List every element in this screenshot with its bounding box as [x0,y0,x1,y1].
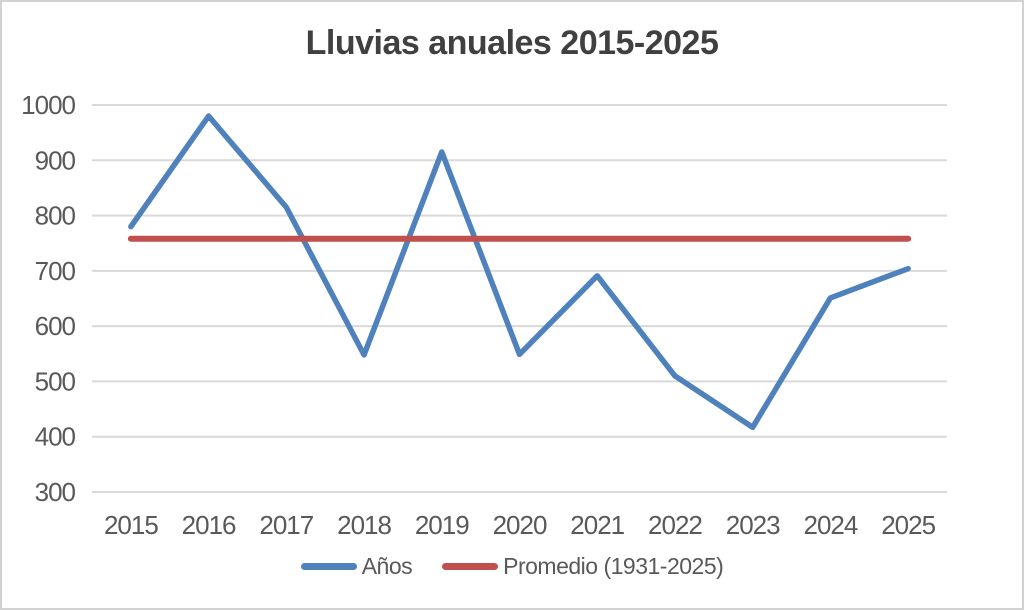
x-tick-label: 2023 [726,510,780,540]
x-tick-label: 2025 [881,510,935,540]
y-tick-label: 1000 [21,90,75,120]
y-tick-label: 700 [35,256,76,286]
y-tick-label: 300 [35,477,76,507]
legend-line-swatch-blue [300,563,357,570]
x-tick-label: 2024 [803,510,857,540]
y-tick-label: 500 [35,366,76,396]
series-line-0 [128,113,911,431]
x-tick-label: 2022 [648,510,702,540]
x-tick-label: 2018 [337,510,391,540]
chart-title: Lluvias anuales 2015-2025 [305,24,719,62]
y-tick-label: 600 [35,311,76,341]
y-tick-label: 800 [35,201,76,231]
y-tick-label: 900 [35,145,76,175]
x-tick-label: 2020 [493,510,547,540]
legend-item-promedio: Promedio (1931-2025) [442,553,724,580]
x-tick-label: 2019 [415,510,469,540]
legend-label-anos: Años [361,553,413,579]
x-tick-label: 2021 [570,510,624,540]
x-tick-label: 2015 [104,510,158,540]
legend-label-promedio: Promedio (1931-2025) [503,553,724,579]
legend-line-swatch-red [442,563,499,570]
x-tick-label: 2016 [182,510,236,540]
y-tick-label: 400 [35,422,76,452]
x-tick-label: 2017 [259,510,313,540]
legend-item-anos: Años [300,553,413,580]
chart-legend: Años Promedio (1931-2025) [2,553,1022,580]
